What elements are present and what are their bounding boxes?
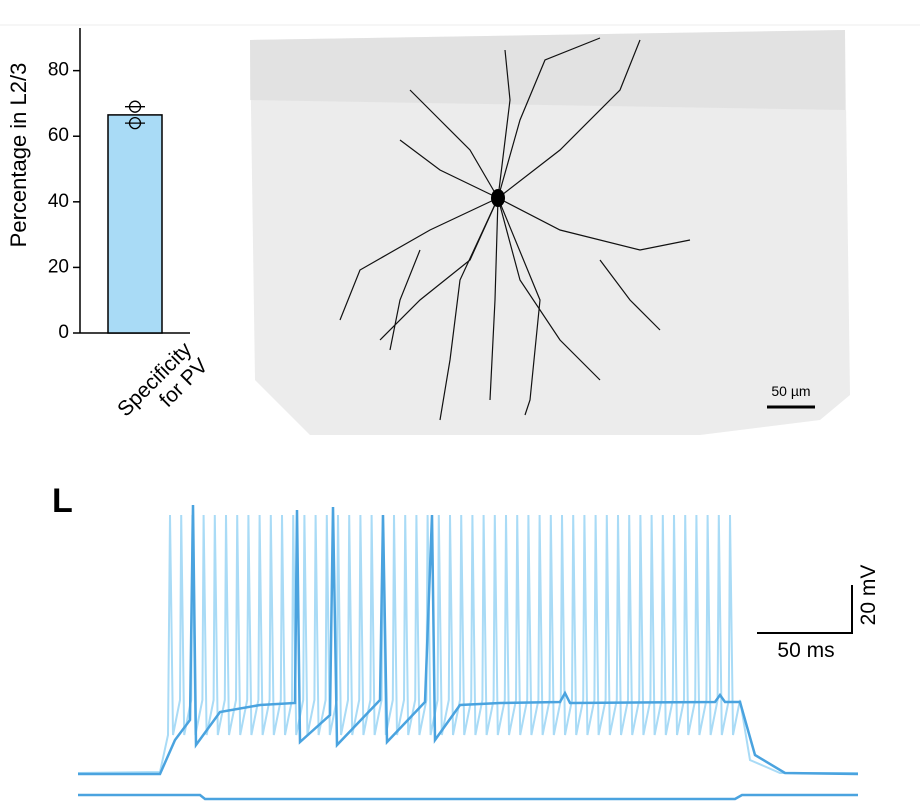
y-tick-label: 0 xyxy=(58,322,69,343)
y-tick-label: 80 xyxy=(48,60,69,81)
panel-label: L xyxy=(52,482,73,520)
voltage-scale-label: 20 mV xyxy=(857,565,880,626)
y-axis-label: Percentage in L2/3 xyxy=(6,63,31,248)
time-scale-label: 50 ms xyxy=(777,639,834,662)
image-scale-label: 50 µm xyxy=(771,383,810,399)
trace-dark xyxy=(78,504,859,776)
y-tick-label: 20 xyxy=(48,256,69,277)
neuron-image: 50 µm xyxy=(250,30,850,435)
trace-scale-bar: 50 ms 20 mV xyxy=(757,565,880,662)
bar xyxy=(107,114,163,334)
y-tick-label: 60 xyxy=(48,125,69,146)
y-tick-label: 40 xyxy=(48,191,69,212)
command-trace xyxy=(78,793,858,801)
trace-light xyxy=(77,514,858,774)
traces xyxy=(77,504,859,801)
